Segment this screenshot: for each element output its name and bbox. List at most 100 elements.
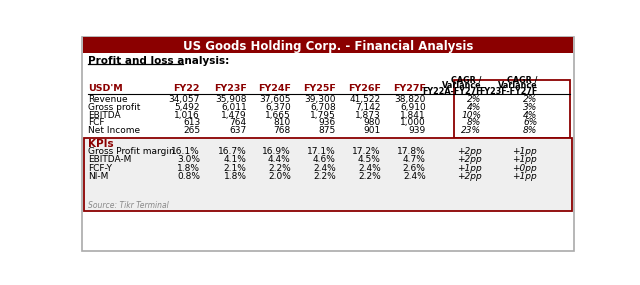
Text: 23%: 23% [461,126,481,135]
Text: FY22A-FY27F: FY22A-FY27F [422,87,481,96]
Text: 936: 936 [319,118,336,127]
Text: 265: 265 [183,126,200,135]
Text: +1pp: +1pp [513,172,537,181]
Text: 4.1%: 4.1% [224,155,246,164]
Text: 2.0%: 2.0% [268,172,291,181]
FancyBboxPatch shape [83,37,573,54]
Text: Profit and loss analysis:: Profit and loss analysis: [88,56,229,66]
Text: Gross Profit margin: Gross Profit margin [88,147,175,156]
Text: +1pp: +1pp [457,164,481,173]
Text: 764: 764 [230,118,246,127]
Text: Source: Tikr Terminal: Source: Tikr Terminal [88,201,168,210]
Text: 37,605: 37,605 [259,95,291,104]
Text: US Goods Holding Corp. - Financial Analysis: US Goods Holding Corp. - Financial Analy… [183,40,473,53]
Text: +2pp: +2pp [457,172,481,181]
Text: 3.0%: 3.0% [177,155,200,164]
Text: 39,300: 39,300 [304,95,336,104]
Text: CAGR /: CAGR / [451,76,481,85]
Text: Net Income: Net Income [88,126,140,135]
Text: 1,795: 1,795 [310,111,336,119]
Text: 2.1%: 2.1% [224,164,246,173]
Text: 901: 901 [364,126,381,135]
Text: 810: 810 [273,118,291,127]
Text: 637: 637 [229,126,246,135]
Text: 3%: 3% [523,103,537,112]
Text: 2%: 2% [523,95,537,104]
Text: 6,011: 6,011 [221,103,246,112]
Text: 5,492: 5,492 [175,103,200,112]
Text: 1,665: 1,665 [265,111,291,119]
Text: FY23F: FY23F [214,84,246,93]
Text: +1pp: +1pp [513,155,537,164]
Text: 2%: 2% [467,95,481,104]
Text: 4.4%: 4.4% [268,155,291,164]
Text: 2.6%: 2.6% [403,164,426,173]
Text: FY25F: FY25F [303,84,336,93]
Text: Variance: Variance [442,81,481,90]
Text: 16.9%: 16.9% [262,147,291,156]
Text: Gross profit: Gross profit [88,103,140,112]
Text: +2pp: +2pp [457,147,481,156]
Text: FY23F-FY27F: FY23F-FY27F [479,87,537,96]
Text: Variance: Variance [498,81,537,90]
Text: 1,873: 1,873 [355,111,381,119]
Text: 1,841: 1,841 [400,111,426,119]
Text: FY22: FY22 [173,84,200,93]
Text: 6,910: 6,910 [400,103,426,112]
Text: 4%: 4% [467,103,481,112]
Text: +2pp: +2pp [457,155,481,164]
Text: 2.4%: 2.4% [358,164,381,173]
Text: 1,016: 1,016 [174,111,200,119]
Text: 8%: 8% [467,118,481,127]
Text: 17.8%: 17.8% [397,147,426,156]
Text: 2.2%: 2.2% [313,172,336,181]
Text: 17.2%: 17.2% [352,147,381,156]
Text: +0pp: +0pp [513,164,537,173]
Text: 2.4%: 2.4% [403,172,426,181]
Text: FCF: FCF [88,118,104,127]
Text: 1,479: 1,479 [221,111,246,119]
Text: Revenue: Revenue [88,95,127,104]
Text: 6,708: 6,708 [310,103,336,112]
Text: 980: 980 [364,118,381,127]
Text: 8%: 8% [523,126,537,135]
Text: 0.8%: 0.8% [177,172,200,181]
Text: 2.2%: 2.2% [268,164,291,173]
Text: FY27F: FY27F [393,84,426,93]
Text: EBITDA-M: EBITDA-M [88,155,131,164]
Text: FY24F: FY24F [258,84,291,93]
Text: 2.4%: 2.4% [313,164,336,173]
Text: 1.8%: 1.8% [177,164,200,173]
Text: FY26F: FY26F [348,84,381,93]
FancyBboxPatch shape [84,138,572,211]
Text: 4%: 4% [523,111,537,119]
Text: 2.2%: 2.2% [358,172,381,181]
Text: 768: 768 [273,126,291,135]
Text: 34,057: 34,057 [169,95,200,104]
Text: 7,142: 7,142 [355,103,381,112]
Text: 4.6%: 4.6% [313,155,336,164]
FancyBboxPatch shape [83,36,573,251]
Text: CAGR /: CAGR / [507,76,537,85]
Text: FCF-Y: FCF-Y [88,164,112,173]
Text: 6,370: 6,370 [265,103,291,112]
Text: 4.7%: 4.7% [403,155,426,164]
Text: USD'M: USD'M [88,84,122,93]
Text: EBITDA: EBITDA [88,111,120,119]
Text: 1.8%: 1.8% [223,172,246,181]
Text: 38,820: 38,820 [394,95,426,104]
Text: 939: 939 [408,126,426,135]
Text: +1pp: +1pp [513,147,537,156]
Text: 16.1%: 16.1% [172,147,200,156]
Text: 613: 613 [183,118,200,127]
FancyBboxPatch shape [454,80,570,138]
Text: 1,000: 1,000 [400,118,426,127]
Text: 16.7%: 16.7% [218,147,246,156]
Text: 6%: 6% [523,118,537,127]
Text: 10%: 10% [461,111,481,119]
Text: 875: 875 [319,126,336,135]
Text: 4.5%: 4.5% [358,155,381,164]
Text: 35,908: 35,908 [215,95,246,104]
Text: 41,522: 41,522 [349,95,381,104]
Text: 17.1%: 17.1% [307,147,336,156]
